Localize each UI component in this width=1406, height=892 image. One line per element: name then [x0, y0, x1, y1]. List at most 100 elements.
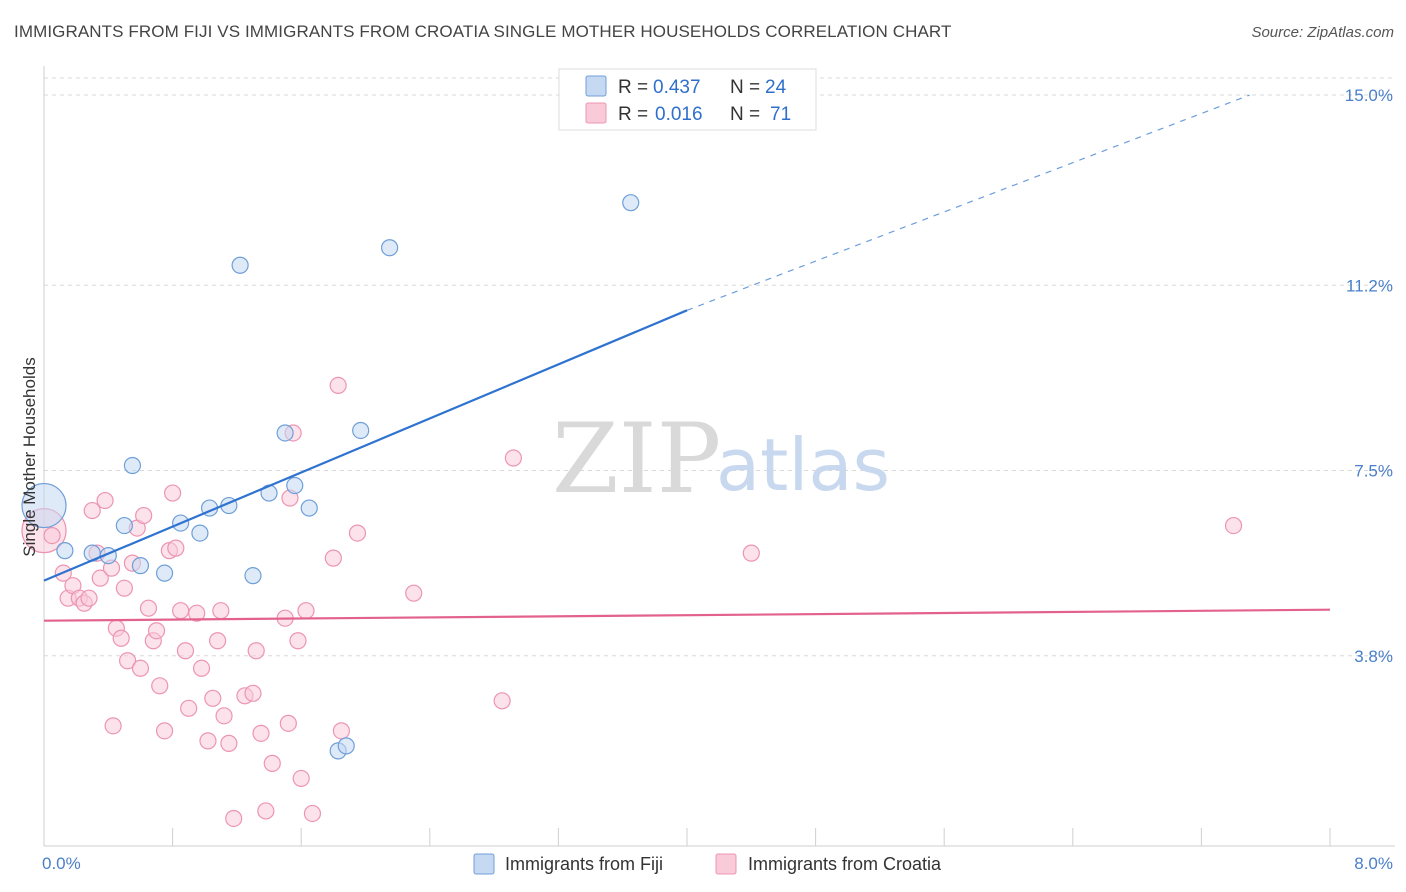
croatia-point [252, 724, 270, 742]
croatia-point [96, 491, 114, 510]
fiji-point [56, 542, 74, 560]
legend-croatia-r-value: 0.016 [655, 104, 703, 125]
croatia-point [289, 632, 307, 650]
fiji-point [352, 421, 370, 440]
croatia-point [247, 642, 265, 660]
legend-fiji-swatch [585, 75, 607, 97]
y-tick-label: 3.8% [1354, 647, 1393, 666]
croatia-point [324, 549, 342, 567]
watermark: ZIP atlas [552, 403, 890, 515]
croatia-point [188, 604, 206, 622]
axes-layer: 3.8% 7.5% 11.2% 15.0% 0.0% 8.0% [42, 66, 1395, 873]
croatia-point [83, 501, 101, 520]
watermark-atlas: atlas [716, 423, 890, 507]
points-layer [21, 194, 1243, 828]
legend: R = 0.437 N = 24 R = 0.016 N = 71 [558, 68, 817, 131]
fiji-point [381, 239, 399, 257]
bottom-legend-fiji-swatch [473, 853, 495, 875]
legend-croatia-swatch [585, 102, 607, 124]
croatia-point [257, 802, 275, 820]
fiji-trend-line [43, 309, 688, 582]
croatia-point [215, 707, 233, 725]
croatia-point [104, 717, 122, 735]
croatia-point [112, 629, 130, 647]
fiji-point [337, 737, 355, 755]
y-tick-label: 15.0% [1345, 86, 1393, 105]
bottom-legend-croatia-swatch [715, 853, 737, 875]
croatia-point [244, 684, 262, 702]
fiji-point [131, 557, 150, 575]
y-axis-label: Single Mother Households [20, 357, 39, 556]
bottom-legend-fiji-label: Immigrants from Fiji [505, 854, 663, 874]
croatia-point [180, 699, 198, 717]
croatia-point [348, 524, 367, 542]
bottom-legend: Immigrants from Fiji Immigrants from Cro… [473, 853, 942, 875]
croatia-point [297, 602, 315, 620]
croatia-point [225, 809, 243, 828]
fiji-point [155, 564, 174, 582]
croatia-point [220, 734, 238, 752]
croatia-point [172, 602, 190, 620]
croatia-point [139, 599, 158, 617]
croatia-trend-line [43, 608, 1331, 622]
croatia-point [118, 652, 137, 670]
croatia-point [147, 622, 166, 640]
croatia-point [209, 632, 227, 650]
source-label: Source: ZipAtlas.com [1251, 24, 1394, 41]
croatia-point [115, 579, 133, 597]
croatia-point [212, 602, 230, 620]
croatia-point [131, 659, 150, 677]
croatia-point [329, 376, 347, 395]
croatia-point [1224, 516, 1243, 535]
bottom-legend-croatia-label: Immigrants from Croatia [748, 854, 942, 874]
croatia-point [199, 732, 217, 750]
trend-layer [43, 94, 1331, 622]
croatia-point [167, 539, 185, 557]
croatia-point [493, 692, 511, 710]
chart-title: IMMIGRANTS FROM FIJI VS IMMIGRANTS FROM … [14, 22, 952, 41]
croatia-point [742, 544, 760, 562]
fiji-point [191, 524, 209, 542]
fiji-point [231, 256, 249, 274]
fiji-point [123, 456, 142, 475]
croatia-point [43, 526, 61, 545]
watermark-zip: ZIP [552, 403, 721, 515]
croatia-point [303, 804, 322, 823]
croatia-point [80, 589, 98, 607]
x-tick-label: 8.0% [1354, 854, 1393, 873]
legend-fiji-r-value: 0.437 [653, 77, 701, 98]
legend-fiji-r-label: R = [618, 77, 648, 98]
legend-croatia-r-label: R = [618, 104, 648, 125]
croatia-point [263, 754, 281, 772]
y-tick-label: 7.5% [1354, 462, 1393, 481]
legend-fiji-n-value: 24 [765, 77, 787, 98]
croatia-point [176, 642, 195, 660]
fiji-point [286, 476, 304, 495]
y-tick-label: 11.2% [1346, 276, 1393, 295]
croatia-point [292, 769, 310, 788]
croatia-point [504, 449, 522, 467]
croatia-point [279, 714, 297, 732]
croatia-point [164, 484, 182, 502]
fiji-point [115, 516, 133, 535]
croatia-point [204, 689, 222, 707]
croatia-point [405, 584, 423, 602]
fiji-point [300, 499, 318, 517]
fiji-point [276, 424, 294, 442]
fiji-point [622, 194, 640, 212]
legend-croatia-n-value: 71 [770, 104, 791, 125]
legend-croatia-n-label: N = [730, 104, 760, 125]
fiji-trend-extension [686, 94, 1250, 311]
croatia-point [91, 569, 109, 587]
grid-layer [44, 77, 1395, 657]
croatia-point [151, 677, 169, 695]
legend-fiji-n-label: N = [730, 77, 760, 98]
x-tick-label: 0.0% [42, 854, 81, 873]
fiji-point [244, 567, 262, 585]
croatia-point [155, 722, 174, 740]
croatia-point [332, 722, 350, 740]
fiji-point [21, 482, 67, 529]
croatia-point [135, 506, 153, 525]
croatia-point [192, 659, 211, 677]
